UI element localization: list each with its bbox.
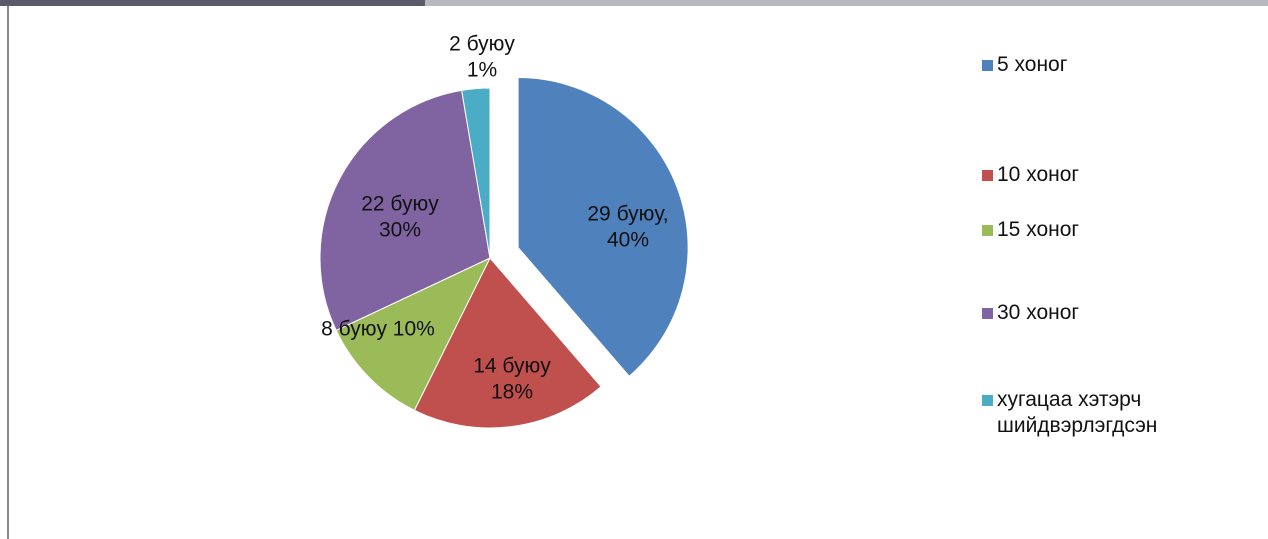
legend-swatch — [982, 170, 993, 181]
legend-entry: хугацаа хэтэрч шийдвэрлэгдсэн — [982, 387, 1232, 439]
pie-slice — [461, 87, 491, 259]
top-bar — [425, 0, 1268, 6]
data-label: 22 буюу — [361, 193, 439, 216]
legend-entry: 5 хоног — [982, 52, 1232, 78]
legend-swatch — [982, 395, 993, 406]
legend-label: хугацаа хэтэрч шийдвэрлэгдсэн — [997, 388, 1158, 437]
data-label: 30% — [379, 219, 421, 242]
legend-label: 10 хоног — [997, 163, 1080, 186]
pie-slice — [517, 77, 689, 377]
legend-entry: 15 хоног — [982, 217, 1232, 243]
legend-swatch — [982, 60, 993, 71]
legend-swatch — [982, 225, 993, 236]
data-label: 40% — [607, 229, 649, 252]
legend-swatch — [982, 308, 993, 319]
pie-slice — [335, 256, 492, 411]
legend-label: 15 хоног — [997, 218, 1080, 241]
data-label: 2 буюу — [449, 33, 515, 56]
top-bar — [0, 0, 425, 6]
data-label: 14 буюу — [473, 355, 551, 378]
data-label: 29 буюу, — [587, 203, 668, 226]
data-label: 1% — [467, 59, 497, 82]
legend-entry: 30 хоног — [982, 300, 1232, 326]
data-label: 18% — [491, 381, 533, 404]
data-label: 8 буюу 10% — [321, 318, 435, 341]
pie-slice — [413, 257, 602, 429]
legend-label: 30 хоног — [997, 301, 1080, 324]
legend-label: 5 хоног — [997, 53, 1068, 76]
legend-entry: 10 хоног — [982, 162, 1232, 188]
pie-slice — [319, 89, 491, 332]
